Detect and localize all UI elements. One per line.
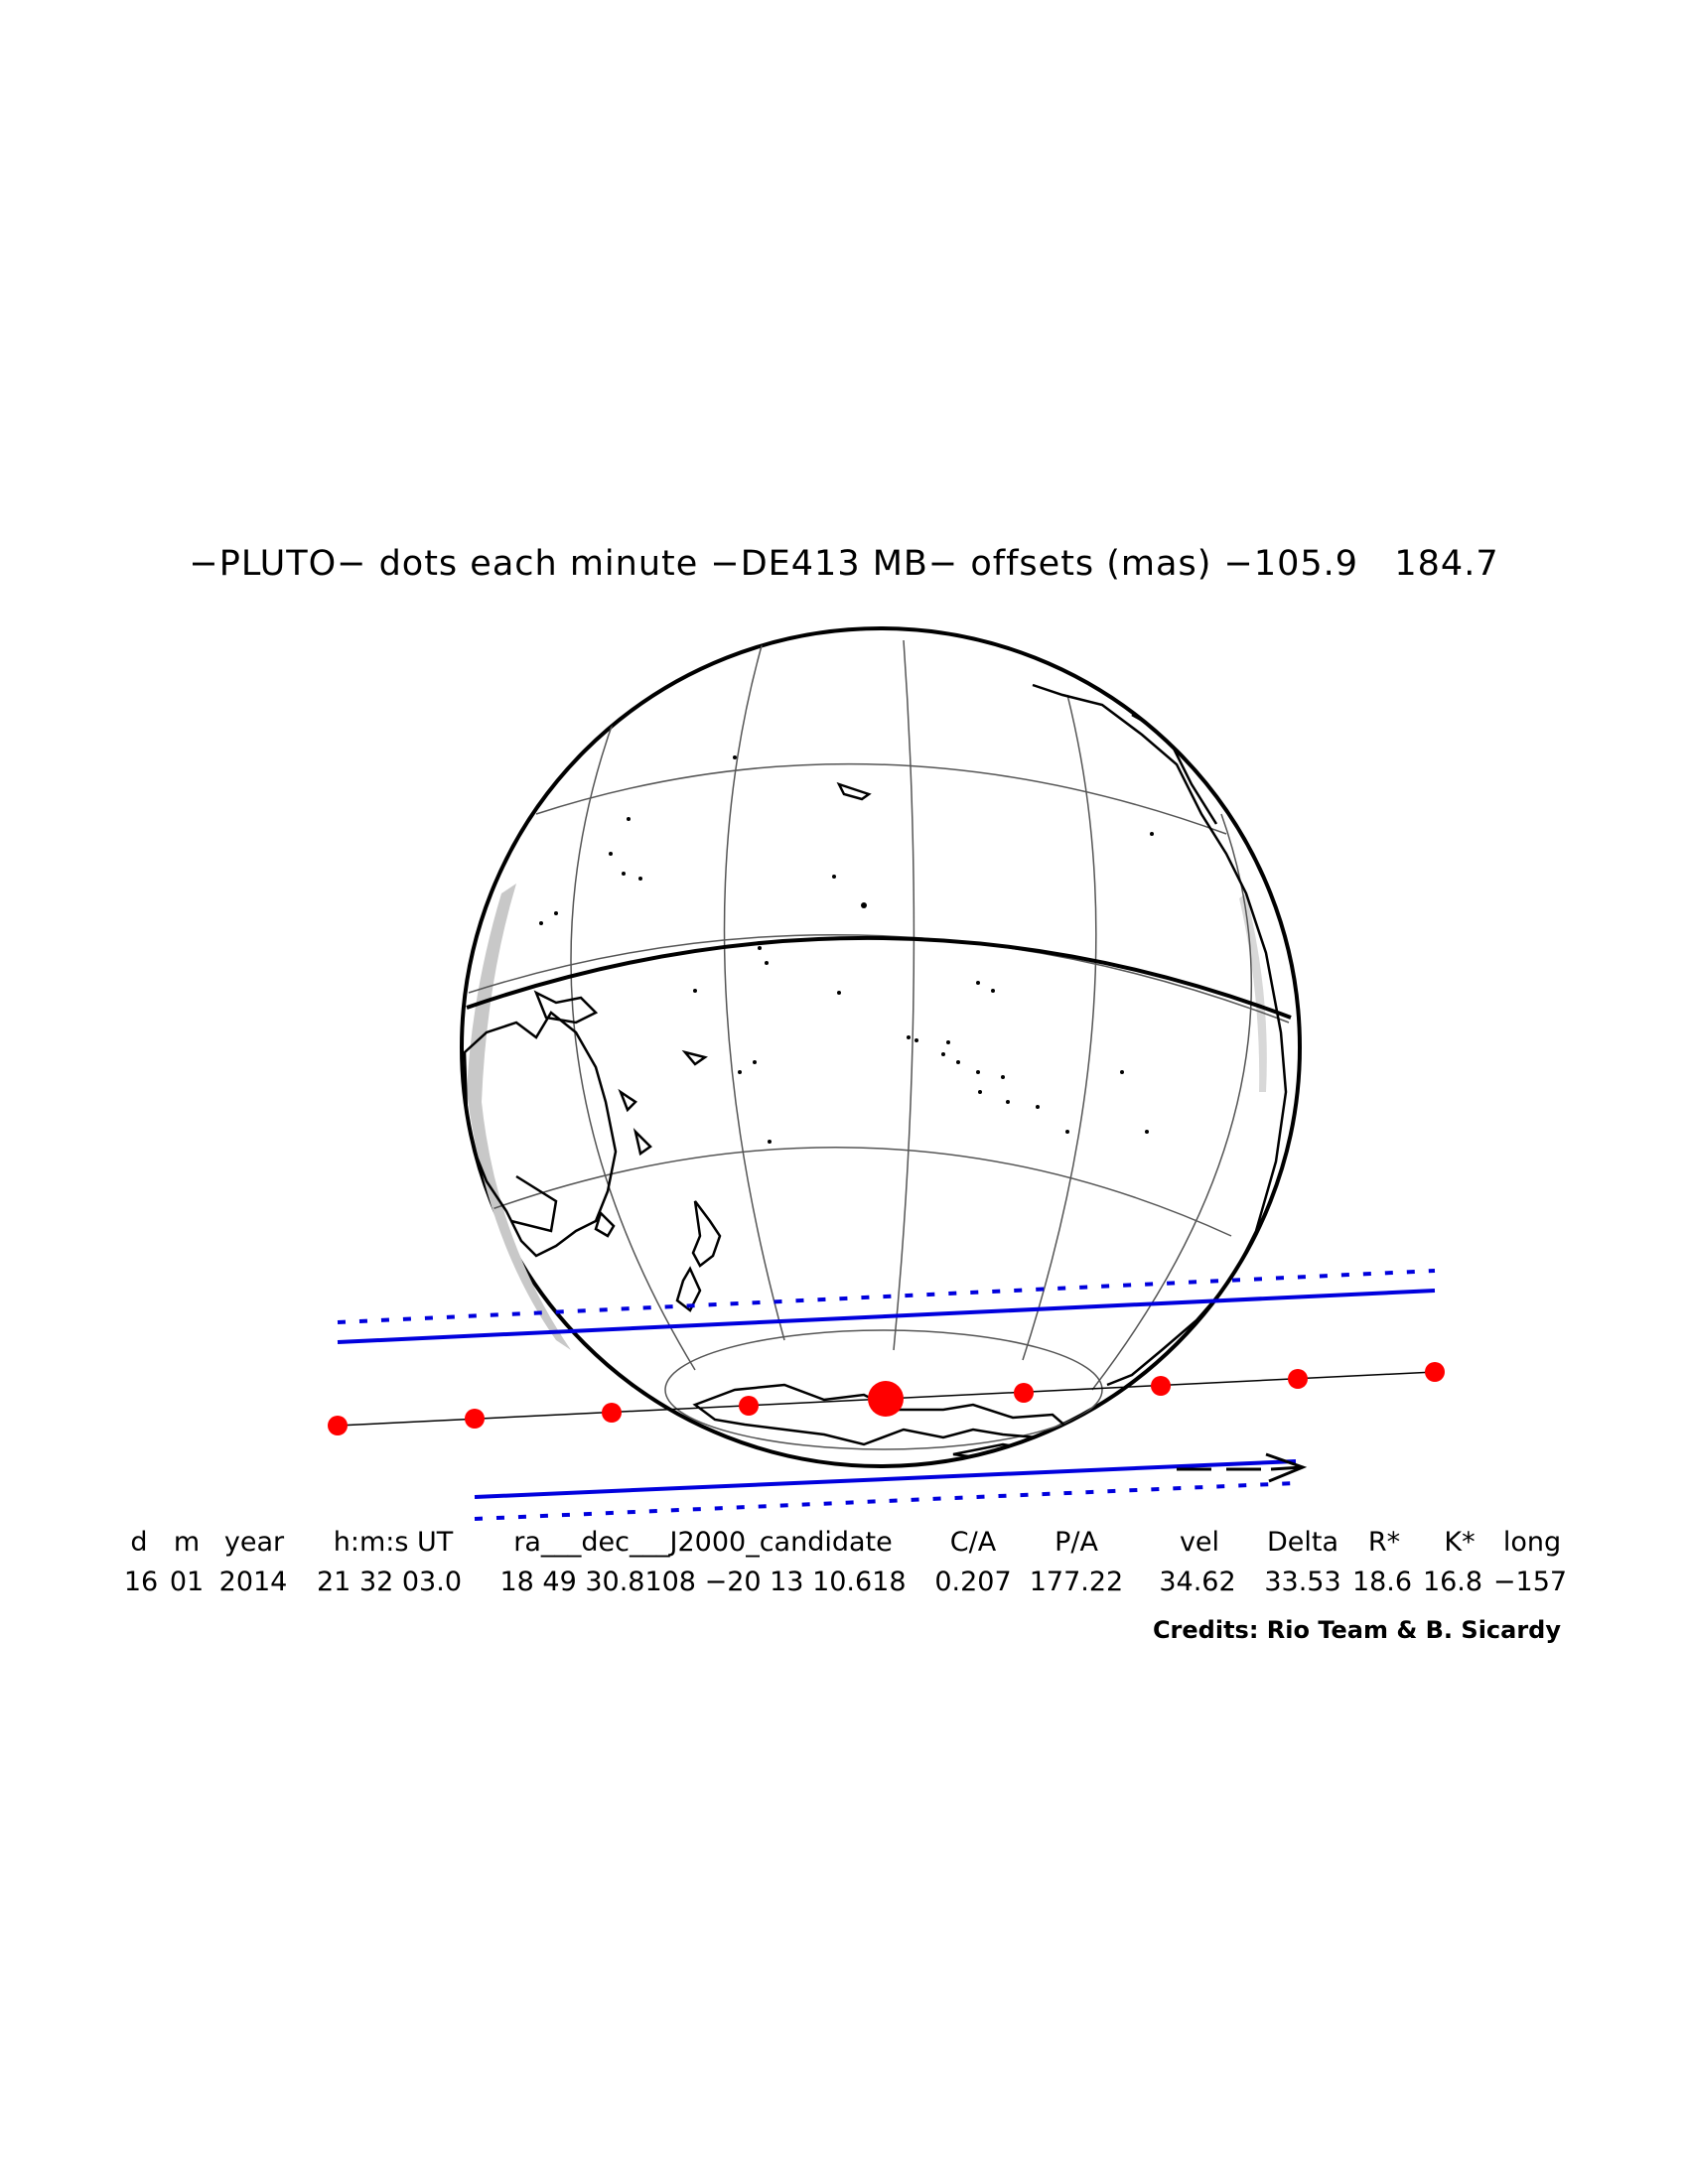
header-time: h:m:s UT bbox=[333, 1527, 454, 1558]
equator-line bbox=[466, 936, 1292, 1020]
closest-approach-dot bbox=[868, 1381, 904, 1417]
graticule bbox=[468, 634, 1290, 1450]
value-kstar: 16.8 bbox=[1422, 1567, 1483, 1597]
map-title: −PLUTO− dots each minute −DE413 MB− offs… bbox=[189, 544, 1499, 584]
value-long: −157 bbox=[1492, 1567, 1568, 1597]
value-rstar: 18.6 bbox=[1351, 1567, 1413, 1597]
header-ca: C/A bbox=[949, 1527, 997, 1558]
header-year: year bbox=[223, 1527, 285, 1558]
minute-dot bbox=[328, 1416, 348, 1435]
header-m: m bbox=[173, 1527, 201, 1558]
value-m: 01 bbox=[169, 1567, 205, 1597]
value-time: 21 32 03.0 bbox=[317, 1567, 462, 1597]
credits: Credits: Rio Team & B. Sicardy bbox=[1152, 1616, 1561, 1644]
minute-dot bbox=[465, 1409, 485, 1429]
header-rstar: R* bbox=[1367, 1527, 1401, 1558]
minute-dot bbox=[1151, 1376, 1171, 1396]
value-ca: 0.207 bbox=[934, 1567, 1012, 1597]
minute-dot bbox=[602, 1403, 622, 1423]
value-coords: 18 49 30.8108 −20 13 10.618 bbox=[499, 1567, 907, 1597]
south-limit-line bbox=[474, 1459, 1297, 1499]
value-vel: 34.62 bbox=[1159, 1567, 1236, 1597]
globe bbox=[460, 626, 1302, 1468]
header-coords: ra___dec___J2000_candidate bbox=[513, 1527, 893, 1558]
value-pa: 177.22 bbox=[1029, 1567, 1124, 1597]
minute-dot bbox=[1014, 1383, 1034, 1403]
header-pa: P/A bbox=[1055, 1527, 1098, 1558]
value-delta: 33.53 bbox=[1264, 1567, 1341, 1597]
shadow-limits bbox=[337, 1269, 1436, 1521]
value-d: 16 bbox=[123, 1567, 159, 1597]
direction-arrow bbox=[1177, 1452, 1308, 1483]
north-limit-line bbox=[337, 1289, 1436, 1344]
minute-dot bbox=[1425, 1362, 1445, 1382]
minute-dot bbox=[1288, 1369, 1308, 1389]
value-year: 2014 bbox=[218, 1567, 288, 1597]
minute-dot bbox=[739, 1396, 759, 1416]
south-limit-dotted bbox=[474, 1481, 1297, 1521]
north-limit-dotted bbox=[337, 1269, 1436, 1324]
header-kstar: K* bbox=[1444, 1527, 1476, 1558]
central-path bbox=[328, 1362, 1445, 1435]
island-dots bbox=[539, 755, 1154, 1144]
header-vel: vel bbox=[1179, 1527, 1220, 1558]
header-d: d bbox=[130, 1527, 148, 1558]
header-delta: Delta bbox=[1266, 1527, 1339, 1558]
header-long: long bbox=[1502, 1527, 1562, 1558]
